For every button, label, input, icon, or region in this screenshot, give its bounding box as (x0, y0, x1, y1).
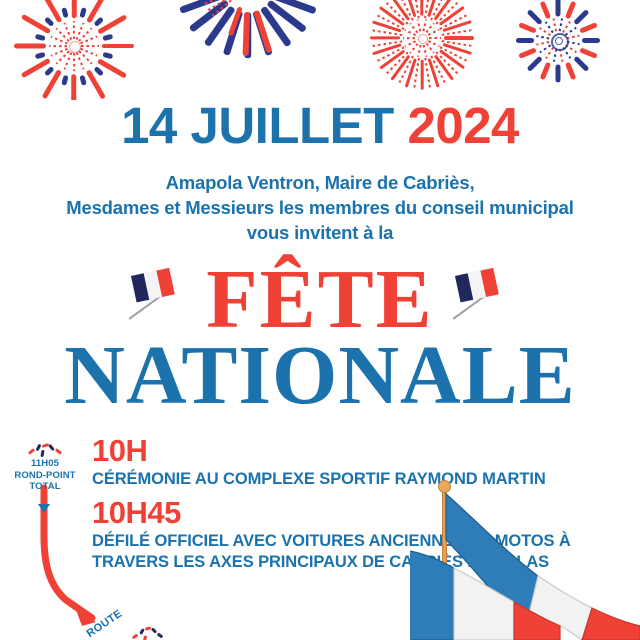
firework-core (418, 34, 428, 44)
firework-ray (518, 46, 537, 59)
flag-cloth-back (445, 492, 640, 640)
invitation-block: Amapola Ventron, Maire de Cabriès, Mesda… (20, 170, 620, 245)
flag-cloth-middle (410, 550, 561, 640)
firework-ray (93, 15, 105, 27)
firework-ray (579, 46, 598, 59)
confetti-piece (48, 443, 55, 452)
firework-ray (516, 37, 534, 43)
waypoint-time: 11H05 (31, 458, 59, 469)
route-arrow-head (76, 610, 96, 626)
title-nationale-text: NATIONALE (64, 329, 576, 422)
firework-ray (539, 61, 552, 80)
firework-core (69, 41, 81, 53)
firework-ray (93, 65, 105, 77)
firework-ray (573, 8, 590, 25)
confetti-piece (156, 632, 164, 639)
firework-ray (34, 51, 46, 59)
schedule-description: CÉRÉMONIE AU COMPLEXE SPORTIF RAYMOND MA… (92, 470, 546, 488)
parade-route-map: 11H05 ROND-POINT TOTAL ROUTE (0, 440, 200, 640)
firework-dot-ray (552, 18, 558, 32)
firework-dot-ray (49, 45, 67, 48)
firework-ray (43, 65, 55, 77)
flag-finial (438, 480, 451, 493)
confetti-piece (131, 633, 139, 640)
title-fete-text: FÊTE (206, 253, 434, 346)
firework-core (551, 33, 569, 51)
confetti-piece (40, 449, 45, 458)
flag-cloth (455, 267, 499, 303)
firework-ray (420, 0, 424, 16)
firework-ray (102, 51, 114, 59)
route-line (40, 484, 96, 622)
firework-dot-ray (72, 53, 76, 72)
invitation-line-3: vous invitent à la (246, 222, 394, 243)
firework-ray (34, 33, 46, 41)
firework-ray (582, 37, 600, 43)
firework-ray (102, 33, 114, 41)
route-path-svg (40, 484, 96, 626)
firework-ray (43, 15, 55, 27)
confetti-icon-route (131, 626, 166, 640)
firework-ray (573, 55, 590, 72)
confetti-piece (150, 627, 158, 634)
confetti-piece (139, 628, 145, 635)
firework-ray (526, 8, 543, 25)
firework-ray (370, 36, 400, 40)
flag-cloth-front (410, 480, 640, 640)
confetti-piece (27, 448, 36, 455)
firework-ray (539, 0, 552, 19)
confetti-piece (54, 448, 63, 455)
french-flags-illustration (410, 480, 640, 640)
title-year-text: 2024 (407, 97, 519, 154)
firework-dot-ray (416, 44, 422, 57)
firework-ray (518, 21, 537, 34)
firework-ray (564, 0, 577, 19)
fireworks-decoration (0, 0, 640, 100)
firework-ray (79, 74, 87, 86)
firework-dot-ray (402, 37, 416, 40)
title-date-text: 14 JUILLET (121, 97, 408, 154)
invitation-line-2: Mesdames et Messieurs les membres du con… (66, 197, 574, 218)
firework-ray (71, 0, 77, 18)
schedule-item: 10H45 DÉFILÉ OFFICIEL AVEC VOITURES ANCI… (92, 496, 612, 573)
invitation-line-1: Amapola Ventron, Maire de Cabriès, (165, 172, 475, 193)
page-title: 14 JUILLET 2024 (0, 96, 640, 155)
firework-ray (564, 61, 577, 80)
firework-ray (579, 21, 598, 34)
confetti-icon-waypoint (26, 442, 66, 458)
firework-ray (14, 43, 46, 49)
french-flag-icon-right (452, 267, 506, 330)
waypoint-name-line-1: ROND-POINT (14, 469, 76, 481)
schedule-time: 10H45 (92, 495, 181, 530)
firework-core-inner (555, 37, 563, 45)
firework-ray (79, 6, 87, 18)
waypoint-name-line-2: TOTAL (29, 481, 61, 492)
schedule-item: 10H CÉRÉMONIE AU COMPLEXE SPORTIF RAYMON… (92, 434, 612, 490)
title-fete: FÊTE (0, 258, 640, 342)
firework-ray (555, 0, 561, 16)
firework-dot-ray (81, 45, 99, 48)
confetti-piece (142, 635, 148, 640)
firework-ray (555, 64, 561, 82)
firework-ray (444, 36, 474, 40)
firework-ray (61, 74, 69, 86)
firework-dot-ray (536, 34, 550, 40)
firework-dot-ray (429, 37, 441, 40)
firework-dot-ray (72, 21, 76, 40)
map-waypoint-label: 11H05 ROND-POINT TOTAL (2, 458, 88, 493)
firework-ray (61, 6, 69, 18)
schedule-list: 10H CÉRÉMONIE AU COMPLEXE SPORTIF RAYMON… (92, 434, 612, 579)
route-direction-chevron-icon (38, 504, 50, 513)
schedule-time: 10H (92, 433, 148, 468)
firework-ray (526, 55, 543, 72)
firework-ray (102, 43, 134, 49)
firework-ray (420, 59, 424, 90)
title-nationale: NATIONALE (0, 334, 640, 418)
